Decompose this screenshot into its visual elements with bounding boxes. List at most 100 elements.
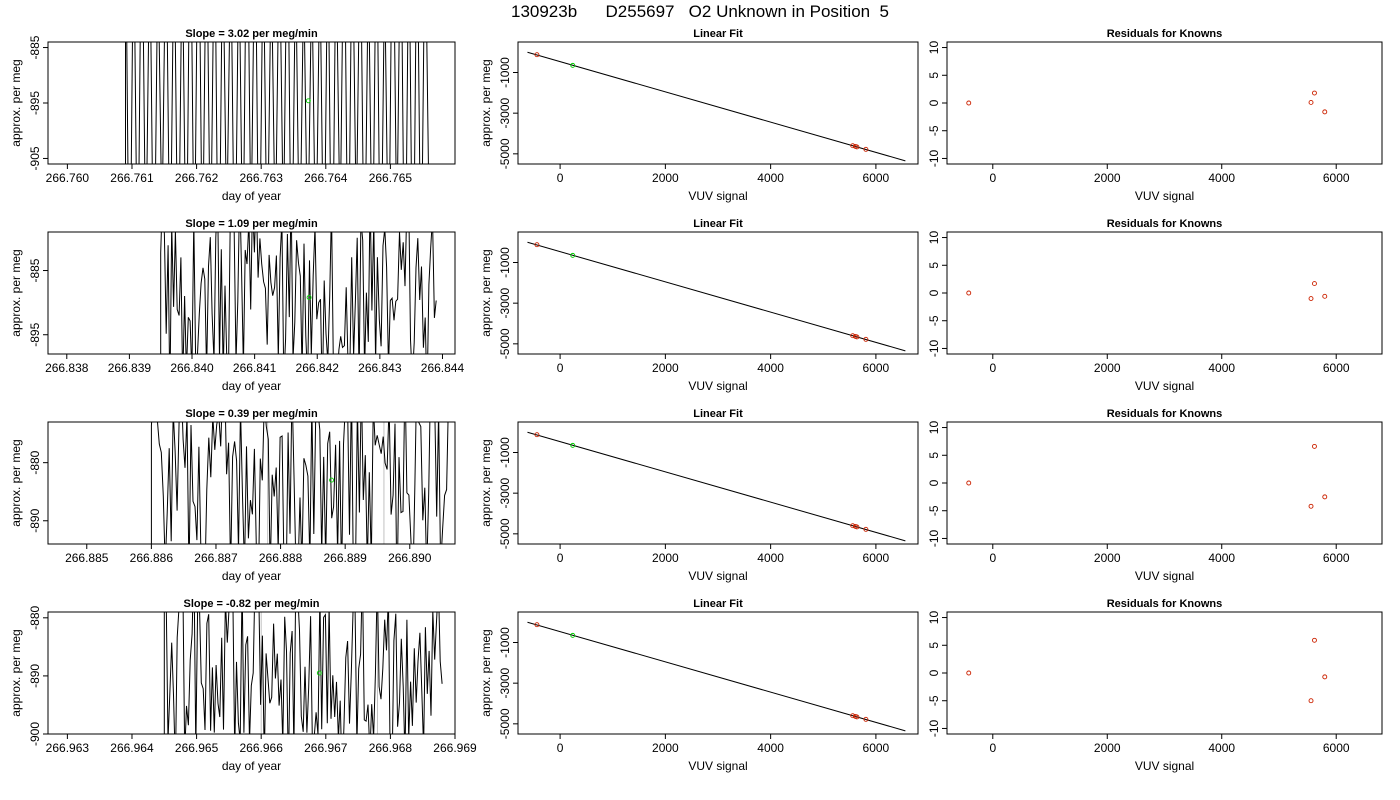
y-tick-label: -5000 <box>498 708 512 739</box>
y-tick-label: 5 <box>927 72 941 79</box>
y-tick-label: 10 <box>927 41 941 55</box>
chart-title: Residuals for Knowns <box>1107 218 1223 230</box>
y-tick-label: -5 <box>927 125 941 136</box>
chart-title: Slope = -0.82 per meg/min <box>183 598 319 610</box>
x-tick-label: 4000 <box>757 741 784 755</box>
known-point <box>1308 503 1314 509</box>
plot-frame <box>517 611 919 735</box>
y-tick-label: -5000 <box>498 518 512 549</box>
known-point <box>966 100 972 106</box>
chart-title: Slope = 3.02 per meg/min <box>185 28 318 40</box>
plot-frame <box>946 421 1383 545</box>
known-point <box>863 526 869 532</box>
x-tick-label: 2000 <box>1094 741 1121 755</box>
x-axis-label: VUV signal <box>688 379 747 393</box>
y-tick-label: -880 <box>28 605 42 629</box>
x-tick-label: 266.763 <box>239 171 283 185</box>
plot-area <box>527 431 906 542</box>
x-tick-label: 6000 <box>1323 361 1350 375</box>
chart-panel-7: Slope = 0.39 per meg/min 266.885 266.886 26… <box>9 408 456 583</box>
chart-panel-11: Linear Fit 0 2000 4000 6000 -1000 -3000 -5000 VU… <box>479 598 919 773</box>
x-tick-label: 266.964 <box>110 741 154 755</box>
chart-panel-1: Slope = 3.02 per meg/min 266.760 266.761 26… <box>9 28 456 203</box>
x-tick-label: 266.843 <box>358 361 402 375</box>
known-point <box>534 622 540 628</box>
plot-frame <box>47 231 456 355</box>
y-tick-label: 10 <box>927 611 941 625</box>
y-axis-label: approx. per meg <box>9 439 23 526</box>
x-axis-label: VUV signal <box>1135 379 1194 393</box>
plot-frame <box>47 421 456 545</box>
known-point <box>854 524 860 530</box>
y-tick-label: -885 <box>28 35 42 59</box>
x-tick-label: 0 <box>989 551 996 565</box>
y-tick-label: -3000 <box>498 288 512 319</box>
chart-panel-5: Linear Fit 0 2000 4000 6000 -1000 -3000 -5000 VU… <box>479 218 919 393</box>
y-tick-label: 10 <box>927 421 941 435</box>
known-point <box>854 144 860 150</box>
chart-panel-8: Linear Fit 0 2000 4000 6000 -1000 -3000 -5000 VU… <box>479 408 919 583</box>
x-axis-label: VUV signal <box>688 569 747 583</box>
x-axis-label: VUV signal <box>1135 759 1194 773</box>
y-tick-label: -1000 <box>498 437 512 468</box>
chart-title: Residuals for Knowns <box>1107 598 1223 610</box>
plot-area <box>966 90 1328 115</box>
y-axis-label: approx. per meg <box>9 59 23 146</box>
y-tick-label: 10 <box>927 231 941 245</box>
x-tick-label: 266.765 <box>369 171 413 185</box>
data-series-line <box>150 422 449 544</box>
y-tick-label: -10 <box>927 339 941 357</box>
plot-area <box>163 612 443 734</box>
chart-panel-9: Residuals for Knowns 0 2000 4000 6000 10 5 0 -5 -… <box>927 408 1383 583</box>
y-axis-label: approx. per meg <box>479 59 493 146</box>
chart-title: Linear Fit <box>693 598 743 610</box>
y-tick-label: -885 <box>28 258 42 282</box>
y-tick-label: 5 <box>927 642 941 649</box>
x-tick-label: 266.844 <box>421 361 465 375</box>
x-tick-label: 266.842 <box>296 361 340 375</box>
known-point <box>1322 494 1328 500</box>
x-tick-label: 266.966 <box>239 741 283 755</box>
y-axis-label: approx. per meg <box>479 249 493 336</box>
unknown-point <box>306 295 312 300</box>
x-tick-label: 266.760 <box>46 171 90 185</box>
x-tick-label: 266.969 <box>433 741 477 755</box>
x-tick-label: 2000 <box>1094 551 1121 565</box>
known-point <box>854 334 860 340</box>
chart-title: Slope = 0.39 per meg/min <box>185 408 318 420</box>
x-tick-label: 266.889 <box>323 551 367 565</box>
known-point <box>1308 698 1314 704</box>
x-tick-label: 4000 <box>1208 171 1235 185</box>
y-tick-label: -3000 <box>498 668 512 699</box>
x-tick-label: 266.839 <box>108 361 152 375</box>
plot-area <box>160 232 437 354</box>
x-tick-label: 4000 <box>1208 361 1235 375</box>
chart-panel-3: Residuals for Knowns 0 2000 4000 6000 10 5 0 -5 -… <box>927 28 1383 203</box>
x-axis-label: VUV signal <box>688 759 747 773</box>
known-point <box>534 242 540 248</box>
chart-title: Residuals for Knowns <box>1107 408 1223 420</box>
known-point <box>863 716 869 722</box>
fit-line <box>527 621 906 732</box>
y-tick-label: -5000 <box>498 328 512 359</box>
x-tick-label: 6000 <box>863 741 890 755</box>
unknown-point <box>316 670 322 676</box>
page-title: 130923b D255697 O2 Unknown in Position 5 <box>510 2 890 21</box>
x-tick-label: 0 <box>989 361 996 375</box>
x-tick-label: 4000 <box>757 361 784 375</box>
y-tick-label: -10 <box>927 529 941 547</box>
plot-frame <box>946 41 1383 165</box>
y-tick-label: -900 <box>28 722 42 746</box>
known-point <box>966 670 972 676</box>
plot-area <box>527 621 906 732</box>
y-tick-label: -1000 <box>498 627 512 658</box>
known-point <box>863 146 869 152</box>
x-tick-label: 2000 <box>1094 171 1121 185</box>
x-tick-label: 6000 <box>863 361 890 375</box>
unknown-point <box>570 62 576 68</box>
x-tick-label: 2000 <box>652 361 679 375</box>
x-tick-label: 6000 <box>1323 171 1350 185</box>
known-point <box>1308 99 1314 105</box>
x-axis-label: VUV signal <box>1135 189 1194 203</box>
chart-panel-2: Linear Fit 0 2000 4000 6000 -1000 -3000 -5000 VU… <box>479 28 919 203</box>
